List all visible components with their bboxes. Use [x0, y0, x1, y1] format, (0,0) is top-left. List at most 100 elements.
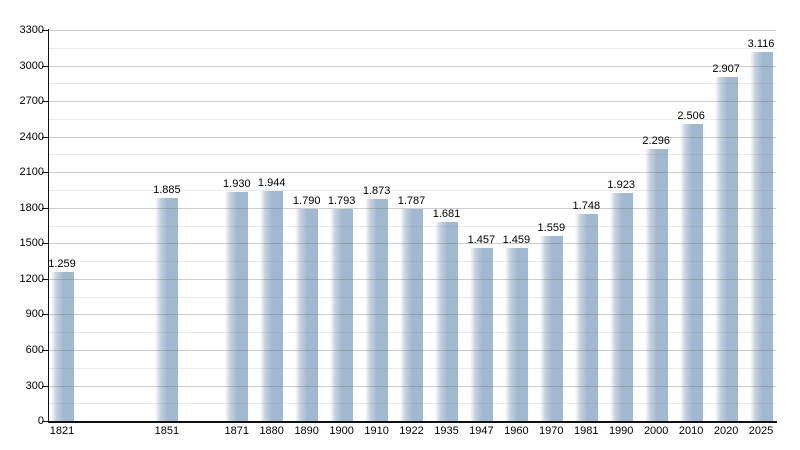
y-axis-tick	[42, 207, 48, 209]
bar-value-label: 1.748	[572, 199, 601, 212]
bar	[225, 192, 249, 421]
y-axis-tick-label: 3300	[19, 24, 44, 36]
gridline-minor	[49, 367, 776, 369]
bar	[469, 248, 493, 421]
y-axis-tick	[42, 172, 48, 174]
y-axis-tick-label: 3000	[19, 59, 44, 72]
x-axis-label: 1970	[539, 425, 564, 437]
y-axis-tick-label: 1500	[19, 237, 44, 250]
gridline-minor	[49, 190, 776, 191]
y-axis-tick	[42, 243, 48, 245]
gridline-major	[49, 136, 776, 138]
y-axis-tick	[42, 421, 48, 422]
bar-value-label: 2.907	[712, 62, 740, 75]
y-axis-tick	[42, 30, 48, 31]
bar	[749, 51, 773, 421]
y-axis-tick-label: 1200	[19, 272, 44, 285]
y-axis-tick	[42, 136, 48, 138]
y-axis-tick	[42, 385, 48, 387]
gridline-minor	[49, 296, 776, 298]
gridline-minor	[49, 83, 776, 85]
x-axis-label: 1871	[224, 425, 250, 437]
y-axis-tick	[42, 278, 48, 280]
y-axis-tick	[42, 314, 48, 316]
y-axis-tick-label: 300	[25, 379, 44, 392]
bar-value-label: 1.457	[467, 234, 496, 247]
y-axis-tick	[42, 65, 48, 67]
bar	[714, 76, 738, 421]
bar-value-label: 1.459	[502, 234, 531, 247]
bar	[295, 208, 319, 421]
x-axis-label: 1900	[329, 425, 354, 437]
bar-value-label: 1.885	[153, 183, 181, 196]
bar-value-label: 1.793	[327, 194, 356, 207]
bar-value-label: 1.259	[48, 257, 76, 270]
gridline-major	[49, 278, 776, 280]
x-axis-label: 1960	[504, 425, 529, 437]
bar	[644, 149, 668, 421]
bar-value-label: 1.790	[292, 194, 321, 207]
x-axis-label: 2010	[678, 425, 704, 437]
bar-value-label: 1.930	[223, 178, 251, 191]
bar	[365, 199, 389, 421]
x-axis-label: 1821	[49, 425, 75, 437]
gridline-major	[49, 243, 776, 245]
bar-value-label: 1.923	[607, 179, 635, 192]
x-axis-label: 1880	[259, 425, 284, 437]
gridline-major	[49, 207, 776, 209]
y-axis-tick	[42, 101, 48, 103]
x-axis-line	[48, 421, 777, 423]
gridline-major	[49, 314, 776, 316]
bar	[504, 248, 528, 421]
bar-value-label: 2.296	[642, 135, 670, 147]
x-axis-label: 1922	[399, 425, 424, 437]
bar	[435, 221, 458, 421]
x-axis-label: 1851	[154, 425, 180, 437]
bar	[539, 236, 563, 421]
x-axis-label: 1947	[469, 425, 494, 437]
bar-value-label: 3.116	[747, 37, 775, 50]
gridline-minor	[49, 403, 776, 405]
bar	[400, 209, 423, 421]
bar	[330, 208, 354, 421]
gridline-minor	[49, 261, 776, 262]
gridline-minor	[49, 225, 776, 227]
x-axis-label: 2025	[748, 425, 774, 437]
bar-value-label: 1.559	[537, 222, 566, 235]
gridline-major	[49, 349, 776, 351]
y-axis-tick-label: 0	[37, 415, 44, 427]
bar	[50, 271, 74, 421]
y-axis-tick-label: 900	[25, 308, 44, 321]
x-axis-label: 1981	[574, 425, 599, 437]
y-axis-tick-label: 2100	[19, 166, 44, 179]
y-axis-tick-label: 1800	[19, 201, 44, 214]
x-axis-label: 1935	[434, 425, 459, 437]
gridline-minor	[49, 154, 776, 156]
bar	[679, 124, 703, 421]
bar	[260, 190, 284, 421]
gridline-major	[49, 30, 776, 31]
gridline-major	[49, 101, 776, 103]
bar-value-label: 1.873	[362, 185, 391, 198]
bar-value-label: 1.944	[257, 176, 286, 189]
gridline-major	[49, 385, 776, 387]
bar-value-label: 1.787	[397, 195, 426, 208]
x-axis-label: 1890	[294, 425, 319, 437]
x-axis-label: 2020	[713, 425, 739, 437]
y-axis-tick-label: 2400	[19, 130, 44, 143]
bar-value-label: 2.506	[677, 110, 705, 123]
gridline-minor	[49, 118, 776, 120]
bar	[609, 193, 633, 421]
y-axis-tick	[42, 349, 48, 351]
bar	[574, 213, 598, 421]
gridline-minor	[49, 47, 776, 49]
x-axis-label: 2000	[643, 425, 669, 437]
y-axis-tick-label: 600	[25, 343, 44, 356]
y-axis-tick-label: 2700	[19, 95, 44, 108]
y-axis-line	[48, 29, 49, 421]
gridline-major	[49, 172, 776, 174]
gridline-major	[49, 65, 776, 67]
x-axis-label: 1990	[608, 425, 634, 437]
bar	[155, 197, 179, 421]
